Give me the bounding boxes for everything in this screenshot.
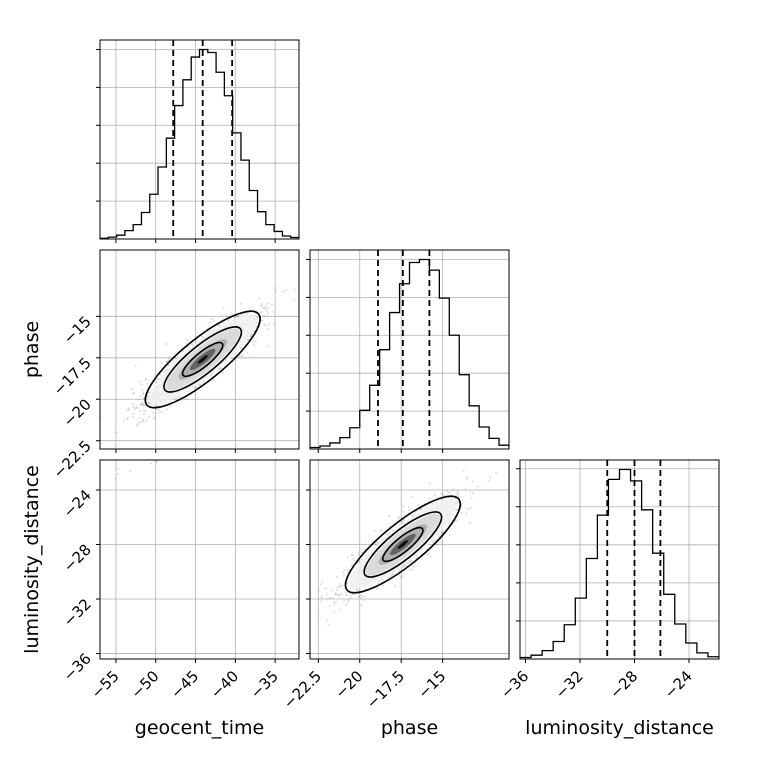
x-axis-label-phase: phase — [381, 717, 438, 739]
panel-1-1 — [306, 249, 510, 453]
histogram-phase — [310, 258, 509, 449]
y-axis-label-luminosity_distance: luminosity_distance — [21, 465, 43, 654]
y-tick-label: −17.5 — [50, 354, 95, 399]
y-tick-label: −28 — [60, 541, 95, 576]
x-tick-label: −45 — [167, 667, 202, 702]
x-tick-label: −22.5 — [280, 667, 325, 712]
panel-1-0: −22.5 −20−17.5 −15 — [50, 249, 300, 482]
contour-0 — [181, 341, 224, 378]
x-tick-label: −20 — [331, 667, 366, 702]
y-axis-label-phase: phase — [21, 321, 43, 378]
panel-frame — [99, 459, 300, 660]
x-tick-label: −28 — [606, 667, 641, 702]
y-tick-label: −24 — [60, 486, 95, 521]
x-tick-label: −35 — [247, 667, 282, 702]
panel-frame — [99, 249, 300, 450]
x-axis-label-luminosity_distance: luminosity_distance — [525, 717, 714, 739]
y-tick-label: −20 — [60, 395, 95, 430]
x-tick-label: −55 — [88, 667, 123, 702]
contour-2 — [144, 310, 261, 409]
x-tick-label: −24 — [661, 667, 696, 702]
panel-2-1: −22.5 −20−17.5 −15 — [280, 459, 510, 712]
x-tick-label: −40 — [207, 667, 242, 702]
x-tick-label: −32 — [552, 667, 587, 702]
x-tick-label: −17.5 — [363, 667, 408, 712]
y-tick-label: −15 — [60, 312, 95, 347]
histogram-luminosity_distance — [520, 468, 719, 659]
contour-1 — [163, 326, 243, 393]
x-tick-label: −15 — [414, 667, 449, 702]
contour-0 — [381, 526, 424, 563]
contour-1 — [363, 511, 443, 578]
panel-frame — [309, 459, 510, 660]
panel-2-2: −36 −32 −28 −24 — [497, 459, 720, 702]
x-axis-label-geocent_time: geocent_time — [135, 717, 264, 739]
density-level-4 — [397, 540, 408, 549]
x-tick-label: −36 — [497, 667, 532, 702]
y-tick-label: −36 — [60, 650, 95, 685]
density-level-4 — [197, 355, 208, 364]
panel-frame — [309, 249, 510, 450]
scatter-points — [107, 460, 158, 480]
histogram-geocent_time — [100, 48, 299, 239]
y-tick-label: −32 — [60, 595, 95, 630]
panel-frame — [99, 39, 300, 240]
contour-2 — [344, 495, 462, 594]
panel-frame — [519, 459, 720, 660]
panel-0-0 — [96, 39, 300, 243]
y-tick-label: −22.5 — [50, 437, 95, 482]
x-tick-label: −50 — [127, 667, 162, 702]
